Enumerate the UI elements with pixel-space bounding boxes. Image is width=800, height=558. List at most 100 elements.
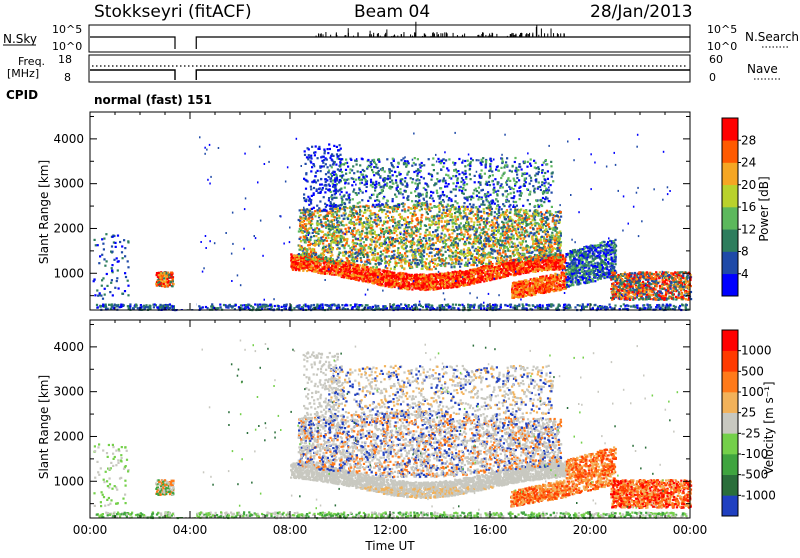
echo-cell <box>425 237 427 239</box>
ground-scatter-cell <box>487 307 489 309</box>
echo-cell <box>527 268 529 270</box>
ground-scatter-cell <box>247 306 249 308</box>
echo-cell <box>378 279 380 281</box>
echo-cell <box>491 278 493 280</box>
echo-cell <box>364 273 366 275</box>
echo-cell <box>466 221 468 223</box>
echo-cell <box>306 267 308 269</box>
ground-scatter-cell <box>405 305 407 307</box>
echo-cell <box>376 281 378 283</box>
echo-cell <box>426 229 428 231</box>
echo-cell <box>401 275 403 277</box>
ground-scatter-cell <box>413 304 415 306</box>
echo-cell <box>435 281 437 283</box>
echo-cell <box>302 267 304 269</box>
echo-cell <box>407 287 409 289</box>
echo-cell <box>338 254 340 256</box>
echo-cell <box>557 259 559 261</box>
echo-cell <box>509 262 511 264</box>
ground-scatter-cell <box>232 305 234 307</box>
echo-cell <box>363 256 365 258</box>
echo-cell <box>452 281 454 283</box>
ground-scatter-cell <box>303 304 305 306</box>
echo-cell <box>519 273 521 275</box>
echo-cell <box>560 232 562 234</box>
echo-cell <box>117 269 119 271</box>
echo-cell <box>99 292 101 294</box>
ground-scatter-cell <box>568 304 570 306</box>
echo-cell <box>104 265 106 267</box>
echo-cell <box>384 285 386 287</box>
echo-cell <box>495 271 497 273</box>
echo-cell <box>517 267 519 269</box>
echo-cell <box>476 281 478 283</box>
ground-scatter-cell <box>442 307 444 309</box>
ground-scatter-cell <box>149 307 151 309</box>
ground-scatter-cell <box>205 306 207 308</box>
echo-cell <box>445 206 447 208</box>
echo-cell <box>171 285 173 287</box>
echo-cell <box>413 283 415 285</box>
echo-cell <box>422 287 424 289</box>
echo-cell <box>543 264 545 266</box>
echo-cell <box>341 272 343 274</box>
echo-cell <box>444 277 446 279</box>
echo-cell <box>127 240 129 242</box>
echo-cell <box>419 273 421 275</box>
echo-cell <box>450 282 452 284</box>
echo-cell <box>441 279 443 281</box>
echo-cell <box>123 239 125 241</box>
echo-cell <box>464 274 466 276</box>
nsky-label: N.Sky <box>3 32 37 46</box>
ground-scatter-cell <box>641 308 643 310</box>
ground-scatter-cell <box>407 306 409 308</box>
ground-scatter-cell <box>547 305 549 307</box>
ground-scatter-cell <box>324 304 326 306</box>
echo-cell <box>172 278 174 280</box>
echo-cell <box>511 262 513 264</box>
echo-cell <box>349 264 351 266</box>
nsearch-tick-bottom: 10^0 <box>707 40 737 53</box>
echo-cell <box>435 242 437 244</box>
echo-cell <box>365 280 367 282</box>
ground-scatter-cell <box>283 307 285 309</box>
echo-cell <box>414 274 416 276</box>
nsky-panel <box>89 25 690 52</box>
echo-cell <box>481 275 483 277</box>
ground-scatter-cell <box>262 305 264 307</box>
echo-cell <box>386 274 388 276</box>
nsky-spikes <box>316 22 564 37</box>
ground-scatter-cell <box>487 304 489 306</box>
echo-cell <box>458 263 460 265</box>
echo-cell <box>359 205 361 207</box>
echo-cell <box>114 287 116 289</box>
echo-cell <box>515 261 517 263</box>
echo-cell <box>359 264 361 266</box>
ground-scatter-cell <box>599 306 601 308</box>
ground-scatter-cell <box>326 305 328 307</box>
echo-cell <box>372 269 374 271</box>
ground-scatter-cell <box>283 304 285 306</box>
echo-cell <box>438 257 440 259</box>
echo-cell <box>111 269 113 271</box>
echo-cell <box>546 261 548 263</box>
echo-cell <box>432 278 434 280</box>
echo-cell <box>363 241 365 243</box>
echo-cell <box>112 294 114 296</box>
ground-scatter-cell <box>425 304 427 306</box>
ground-scatter-cell <box>105 306 107 308</box>
echo-cell <box>119 241 121 243</box>
echo-cell <box>461 271 463 273</box>
beam-title: Beam 04 <box>354 2 430 22</box>
echo-cell <box>345 268 347 270</box>
echo-cell <box>312 267 314 269</box>
echo-cell <box>293 264 295 266</box>
echo-cell <box>292 261 294 263</box>
echo-cell <box>467 233 469 235</box>
echo-cell <box>549 266 551 268</box>
echo-cell <box>373 272 375 274</box>
echo-cell <box>343 265 345 267</box>
nsky-trace <box>90 37 690 49</box>
echo-cell <box>366 277 368 279</box>
